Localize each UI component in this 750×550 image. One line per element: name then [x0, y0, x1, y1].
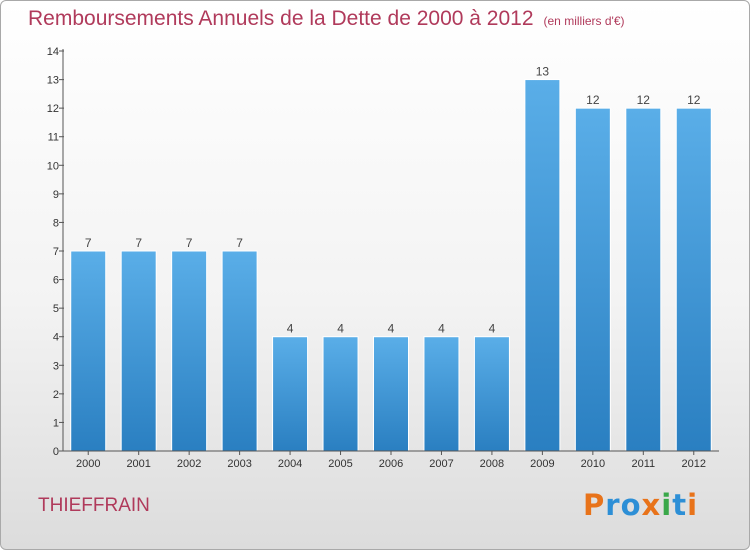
x-tick-label-2012: 2012 — [682, 458, 706, 470]
y-tick-label-7: 7 — [53, 246, 59, 258]
y-tick-label-0: 0 — [53, 446, 59, 458]
x-tick-label-2008: 2008 — [480, 458, 504, 470]
x-tick-label-2011: 2011 — [631, 458, 655, 470]
data-label-2007: 4 — [438, 322, 445, 336]
data-label-2011: 12 — [637, 93, 651, 107]
bar-2010 — [574, 107, 611, 452]
x-tick-label-2006: 2006 — [379, 458, 403, 470]
logo-letter: i — [661, 488, 673, 522]
x-tick-label-2009: 2009 — [530, 458, 554, 470]
x-tick-label-2003: 2003 — [227, 458, 251, 470]
proxiti-logo: Proxiti — [583, 488, 698, 522]
bar-2002 — [171, 250, 208, 452]
x-tick-label-2000: 2000 — [76, 458, 100, 470]
y-tick-label-3: 3 — [53, 360, 59, 372]
logo-letter: t — [672, 488, 688, 522]
commune-name: THIEFFRAIN — [38, 495, 150, 516]
data-label-2001: 7 — [135, 236, 142, 250]
data-label-2010: 12 — [586, 93, 600, 107]
y-tick-label-12: 12 — [47, 103, 59, 115]
chart-title-text: Remboursements Annuels de la Dette de 20… — [28, 7, 534, 30]
y-tick-label-6: 6 — [53, 275, 59, 287]
x-tick-label-2007: 2007 — [429, 458, 453, 470]
x-tick-label-2005: 2005 — [328, 458, 352, 470]
bar-2004 — [272, 336, 309, 452]
chart-subtitle: (en milliers d'€) — [543, 14, 625, 28]
y-tick-label-4: 4 — [53, 332, 59, 344]
logo-letter: i — [687, 488, 699, 522]
data-label-2006: 4 — [388, 322, 395, 336]
data-label-2005: 4 — [337, 322, 344, 336]
y-tick-label-10: 10 — [47, 160, 59, 172]
logo-letter: P — [583, 488, 606, 522]
x-tick-label-2004: 2004 — [278, 458, 302, 470]
bar-2011 — [625, 107, 662, 452]
logo-letter: x — [641, 488, 662, 522]
bar-2009 — [524, 79, 561, 452]
y-tick-label-2: 2 — [53, 389, 59, 401]
chart-title: Remboursements Annuels de la Dette de 20… — [28, 7, 625, 31]
bar-2008 — [473, 336, 510, 452]
x-tick-label-2010: 2010 — [581, 458, 605, 470]
bar-2000 — [70, 250, 107, 452]
y-tick-label-5: 5 — [53, 303, 59, 315]
y-tick-label-14: 14 — [47, 46, 59, 58]
x-tick-label-2002: 2002 — [177, 458, 201, 470]
data-label-2000: 7 — [85, 236, 92, 250]
data-label-2012: 12 — [687, 93, 701, 107]
bar-2006 — [373, 336, 409, 452]
y-tick-label-1: 1 — [53, 417, 59, 429]
data-label-2009: 13 — [536, 65, 550, 79]
y-tick-label-9: 9 — [53, 189, 59, 201]
bar-2012 — [675, 107, 712, 452]
data-label-2002: 7 — [186, 236, 193, 250]
bar-2001 — [120, 250, 157, 452]
bar-2005 — [322, 336, 359, 452]
bar-2007 — [423, 336, 460, 452]
logo-letter: r — [605, 488, 621, 522]
data-label-2004: 4 — [287, 322, 294, 336]
data-label-2003: 7 — [236, 236, 243, 250]
x-tick-label-2001: 2001 — [126, 458, 150, 470]
data-label-2008: 4 — [489, 322, 496, 336]
y-tick-label-8: 8 — [53, 217, 59, 229]
logo-letter: o — [620, 488, 642, 522]
bar-2003 — [221, 250, 258, 452]
y-tick-label-11: 11 — [48, 132, 59, 144]
y-tick-label-13: 13 — [47, 75, 59, 87]
